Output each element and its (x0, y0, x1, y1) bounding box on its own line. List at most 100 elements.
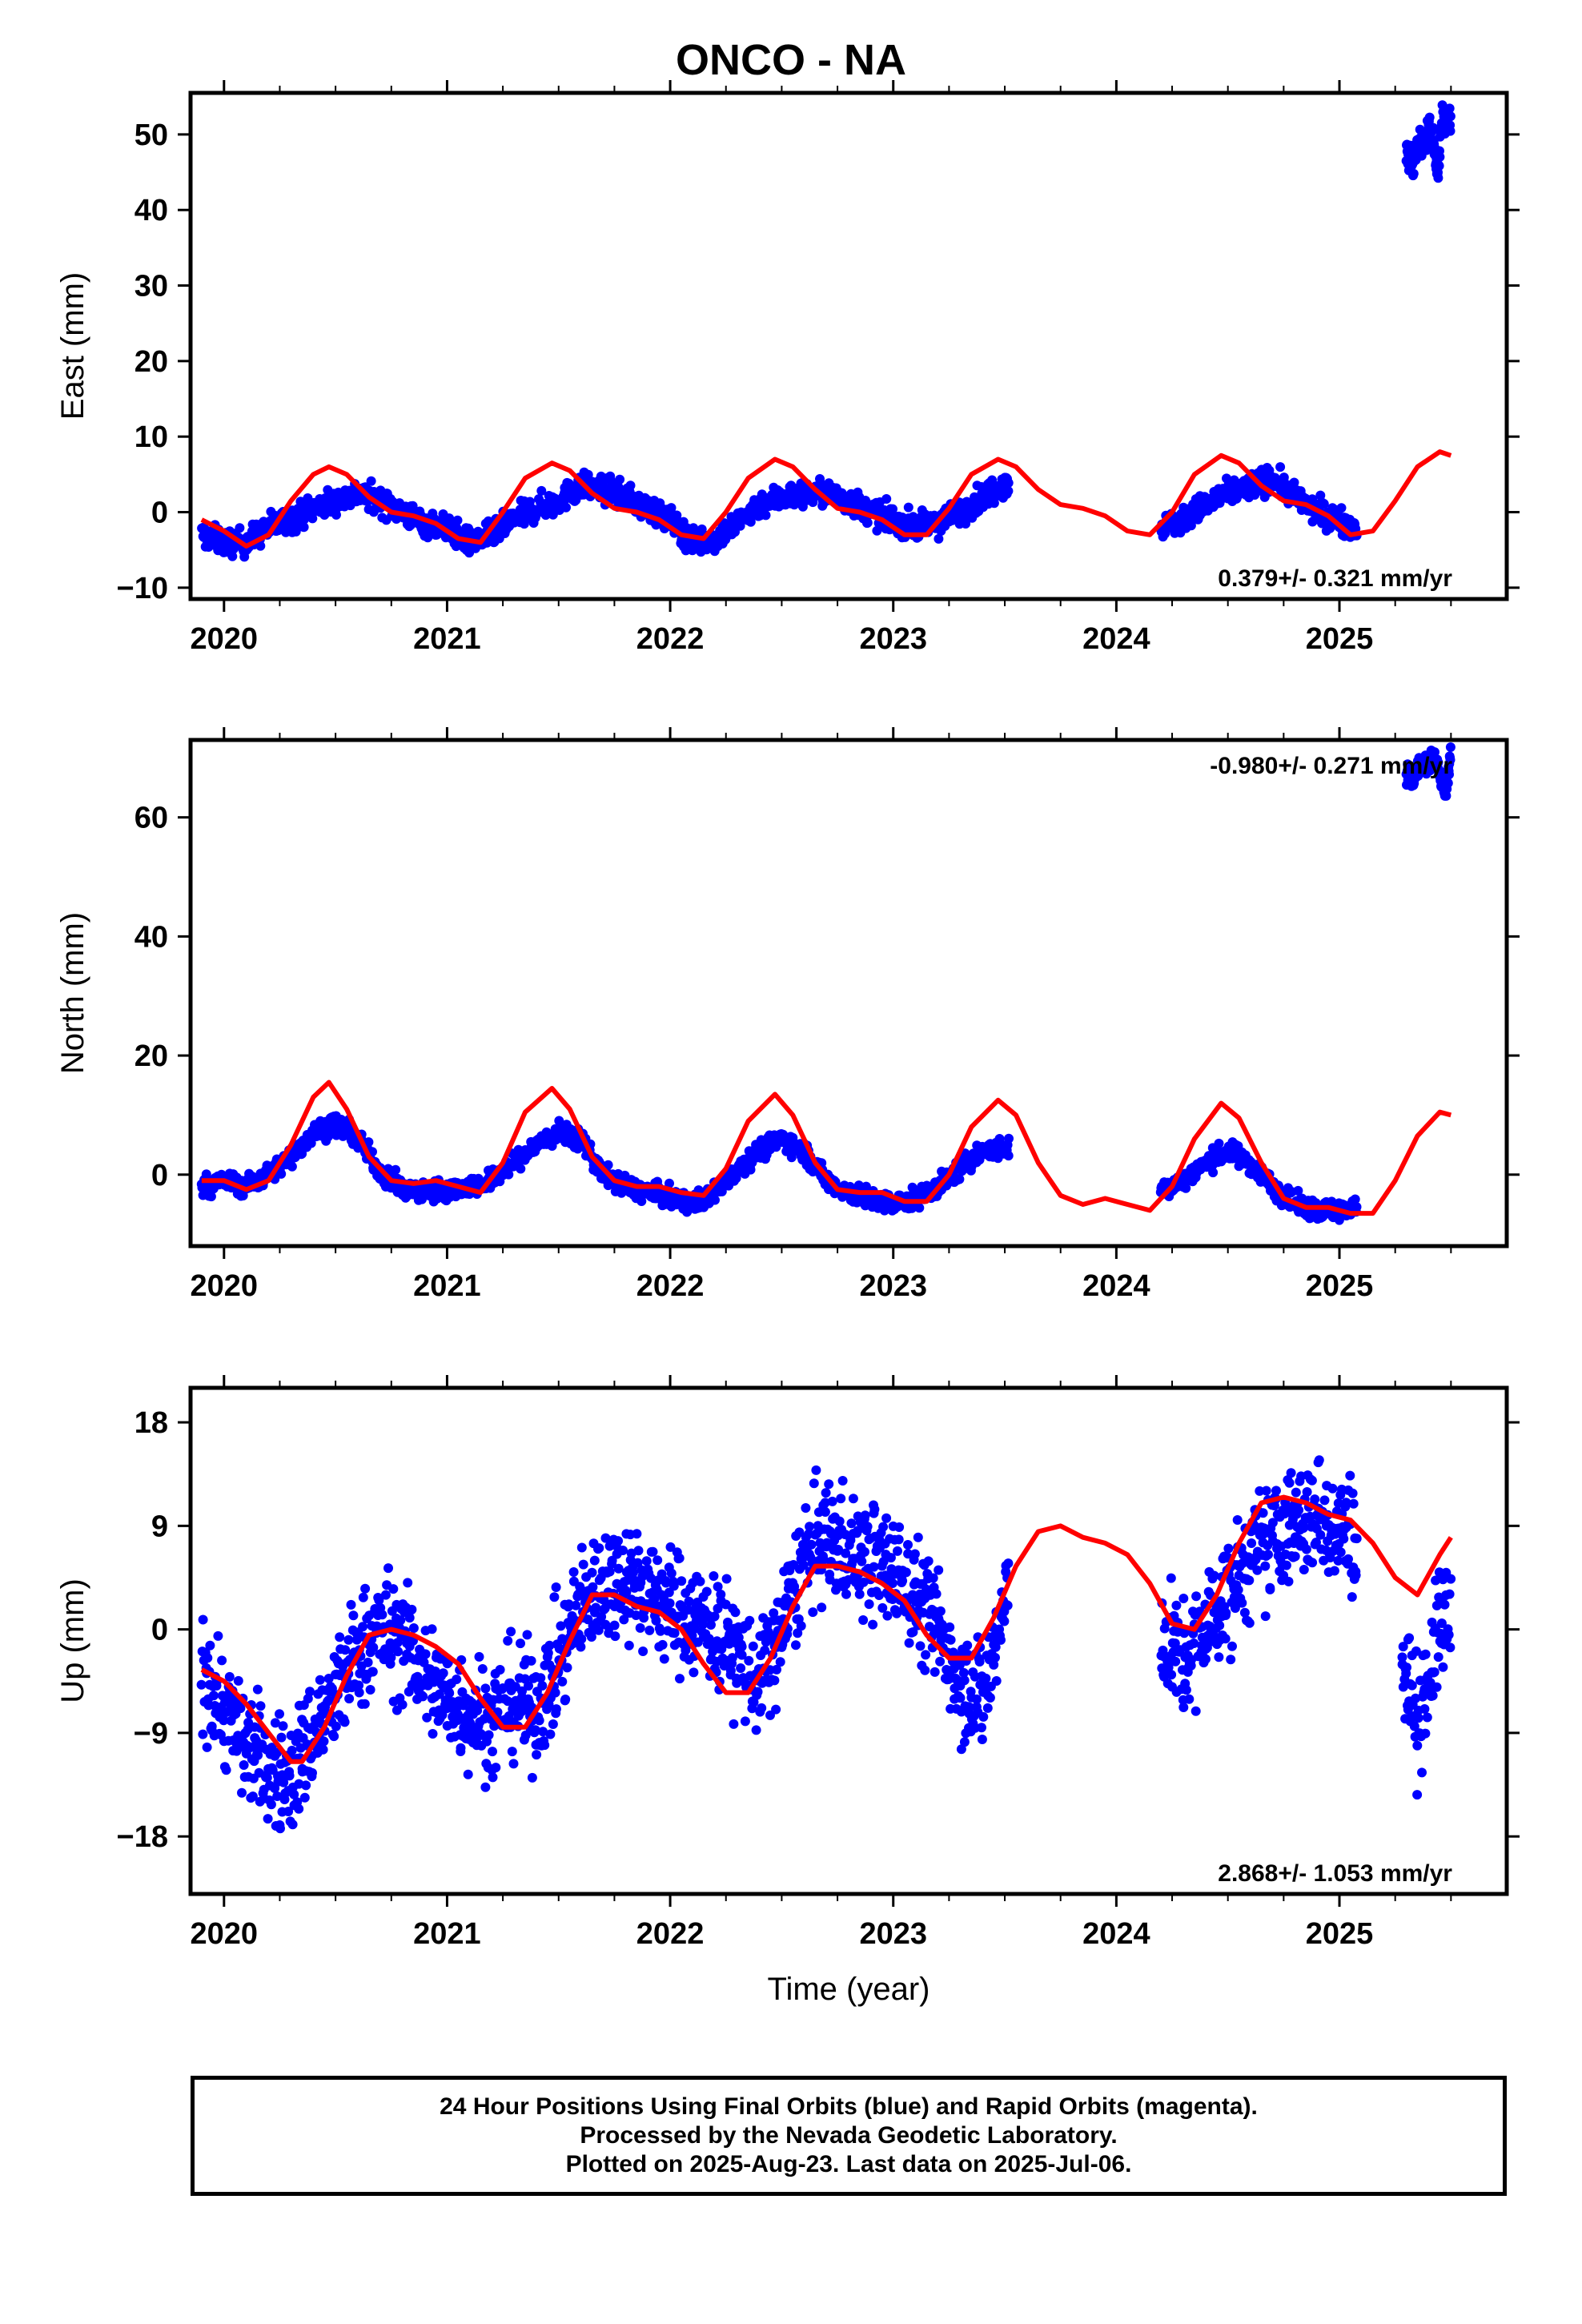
data-point (689, 1667, 699, 1678)
data-points-2 (196, 1455, 1456, 1834)
data-point (203, 1653, 213, 1663)
data-point (255, 1701, 266, 1711)
data-point (403, 1578, 413, 1588)
data-point (532, 1750, 542, 1760)
chart-title: ONCO - NA (676, 36, 906, 84)
data-point (1350, 1194, 1360, 1204)
data-point (508, 1759, 519, 1769)
data-point (824, 1479, 834, 1490)
x-tick-label: 2025 (1306, 1269, 1374, 1303)
data-points-1 (196, 742, 1456, 1225)
data-point (753, 1687, 763, 1697)
data-point (881, 494, 892, 504)
data-point (331, 509, 341, 520)
data-point (674, 1553, 685, 1563)
data-point (837, 1476, 848, 1486)
data-point (495, 1665, 505, 1675)
y-axis-label: East (mm) (55, 272, 90, 420)
data-point (305, 1687, 315, 1697)
data-point (841, 1548, 851, 1558)
data-point (772, 1664, 781, 1675)
data-point (624, 1640, 634, 1651)
data-point (1004, 1133, 1014, 1144)
plot-frame (188, 90, 1509, 601)
data-point (275, 1823, 285, 1834)
data-point (391, 1164, 401, 1175)
data-point (740, 1716, 750, 1727)
data-point (625, 480, 636, 491)
offset-data-point (1435, 152, 1445, 162)
data-point (596, 1611, 607, 1622)
model-curve (200, 449, 1452, 549)
data-point (380, 1590, 391, 1600)
data-point (709, 1611, 720, 1622)
data-point (363, 1137, 374, 1148)
data-point (635, 1622, 645, 1633)
data-point (287, 1161, 297, 1172)
data-point (343, 1634, 354, 1645)
data-point (706, 1620, 716, 1630)
data-point (418, 1691, 428, 1702)
data-point (651, 1615, 661, 1626)
data-point (609, 1620, 620, 1630)
data-point (618, 1546, 628, 1555)
data-point (205, 1640, 215, 1651)
data-point (270, 1718, 280, 1728)
offset-data-point (1445, 754, 1456, 765)
y-tick-label: 0 (151, 497, 168, 530)
data-point (1003, 1151, 1014, 1161)
data-point (793, 1628, 803, 1638)
data-point (488, 1772, 498, 1783)
data-point (1186, 521, 1196, 531)
data-point (301, 1780, 311, 1791)
data-point (198, 1729, 208, 1739)
data-point (235, 1703, 246, 1714)
data-point (794, 1527, 805, 1538)
data-point (287, 1745, 297, 1755)
data-point (914, 1203, 925, 1213)
data-point (408, 1623, 419, 1633)
data-point (791, 1640, 801, 1651)
data-point (745, 517, 756, 527)
data-point (527, 1772, 537, 1783)
data-point (659, 1654, 669, 1664)
data-point (1003, 486, 1014, 497)
offset-data-point (1430, 747, 1439, 758)
x-tick-label: 2022 (636, 1269, 705, 1303)
data-point (368, 1642, 379, 1653)
y-tick-label: 40 (135, 920, 168, 954)
data-point (365, 1685, 375, 1695)
data-point (335, 1632, 345, 1642)
data-point (537, 1681, 548, 1691)
data-point (665, 1542, 676, 1552)
data-point (954, 1174, 965, 1184)
y-tick-label: 60 (135, 802, 168, 835)
data-point (526, 1655, 536, 1666)
data-point (327, 1683, 337, 1694)
data-point (480, 1683, 491, 1694)
data-points-0 (197, 100, 1456, 562)
data-point (628, 1567, 638, 1578)
data-point (848, 1494, 858, 1504)
data-point (712, 1636, 722, 1647)
data-point (506, 1626, 516, 1637)
data-point (198, 1614, 208, 1625)
data-point (279, 1777, 289, 1787)
data-point (456, 1743, 466, 1753)
data-point (219, 1715, 229, 1726)
data-point (808, 1607, 818, 1618)
plot-frame (188, 738, 1509, 1248)
data-point (307, 513, 318, 524)
data-point (633, 1546, 644, 1556)
y-tick-label: 20 (135, 345, 168, 379)
data-point (307, 1767, 317, 1778)
data-point (213, 1630, 223, 1641)
data-point (551, 1582, 561, 1592)
x-tick-label: 2024 (1082, 622, 1150, 656)
data-point (656, 1626, 665, 1636)
data-point (339, 1717, 350, 1727)
data-point (817, 1602, 827, 1613)
x-tick-label: 2020 (191, 622, 259, 656)
data-point (438, 1668, 448, 1679)
